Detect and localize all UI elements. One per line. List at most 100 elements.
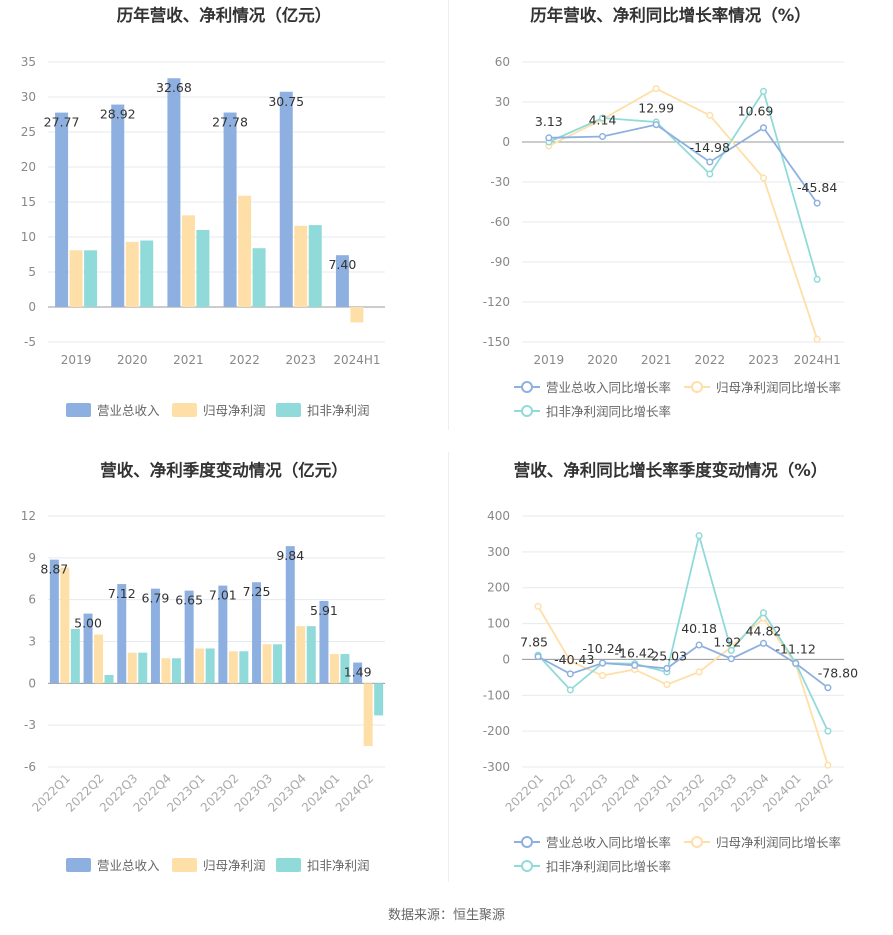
bar-revenue — [285, 546, 295, 684]
data-label: 8.87 — [40, 562, 68, 577]
legend-label: 营业总收入 — [97, 403, 160, 418]
annual-revenue-profit-chart: 历年营收、净利情况（亿元） -5 0 5 10 15 20 25 30 35 27.77 28.92… — [0, 0, 448, 440]
legend-marker — [521, 381, 533, 393]
bar-parent-profit — [296, 626, 306, 684]
data-point-parent-profit-growth — [652, 85, 660, 93]
bar-deducted-profit — [140, 240, 154, 307]
data-point-deducted-profit-growth — [706, 170, 714, 178]
x-tick-label: 2020 — [587, 353, 618, 367]
legend-marker — [521, 860, 533, 872]
legend-label: 归母净利润同比增长率 — [716, 835, 841, 850]
legend-swatch — [172, 403, 197, 417]
data-label: 5.00 — [74, 616, 102, 631]
data-point-deducted-profit-growth — [824, 727, 832, 735]
y-tick-label: 9 — [28, 551, 36, 565]
chart-title: 营收、净利季度变动情况（亿元） — [100, 461, 348, 480]
legend-label: 归母净利润同比增长率 — [716, 380, 841, 395]
data-label: 6.65 — [175, 593, 203, 608]
data-label: 44.82 — [746, 623, 782, 638]
x-tick-label: 2024H1 — [333, 353, 380, 367]
data-label: 3.13 — [535, 114, 563, 129]
data-point-revenue-growth — [759, 124, 768, 132]
x-tick-label: 2022 — [695, 353, 726, 367]
data-point-deducted-profit-growth — [759, 87, 768, 95]
bar-parent-profit — [161, 658, 171, 684]
data-point-revenue-growth — [792, 659, 800, 667]
series-line-deducted-profit-growth — [548, 89, 819, 280]
bar-deducted-profit — [252, 248, 266, 307]
bar-revenue — [184, 590, 194, 684]
bar-parent-profit — [94, 634, 104, 684]
data-label: 7.85 — [520, 635, 548, 650]
bar-parent-profit — [69, 250, 83, 307]
data-label: 6.79 — [142, 591, 170, 606]
bar-parent-profit — [363, 683, 373, 747]
y-tick-label: 400 — [487, 509, 510, 523]
data-label: -40.43 — [554, 652, 594, 667]
chart-title: 历年营收、净利情况（亿元） — [116, 6, 332, 25]
data-label: 40.18 — [681, 621, 717, 636]
y-tick-label: 30 — [21, 90, 36, 104]
bar-deducted-profit — [171, 658, 181, 684]
bar-parent-profit — [125, 241, 139, 307]
y-tick-label: -300 — [483, 760, 510, 774]
bar-deducted-profit — [138, 652, 148, 684]
x-tick-label: 2022 — [229, 353, 260, 367]
quarterly-revenue-profit-chart: 营收、净利季度变动情况（亿元） -6 -3 0 3 6 9 12 8.87 5.00 7.12 6.… — [0, 455, 448, 895]
data-point-revenue-growth — [824, 684, 832, 692]
data-point-revenue-growth — [663, 664, 671, 672]
y-tick-label: 200 — [487, 581, 510, 595]
legend-label: 营业总收入同比增长率 — [546, 380, 671, 395]
data-label: 5.91 — [310, 603, 338, 618]
y-tick-label: -100 — [483, 688, 510, 702]
bar-parent-profit — [228, 651, 238, 684]
data-label: 27.78 — [212, 115, 248, 130]
y-tick-label: -6 — [24, 760, 36, 774]
legend-marker — [691, 381, 703, 393]
legend-swatch — [276, 858, 301, 872]
data-point-parent-profit-growth — [663, 680, 671, 689]
bar-deducted-profit — [84, 250, 98, 307]
x-tick-label: 2020 — [117, 353, 148, 367]
data-label: 12.99 — [638, 101, 674, 116]
y-tick-label: -60 — [490, 215, 510, 229]
y-tick-label: -3 — [24, 718, 36, 732]
y-tick-label: -90 — [490, 255, 510, 269]
bar-revenue — [353, 662, 363, 684]
data-label: 30.75 — [268, 94, 304, 109]
legend-marker — [691, 836, 703, 848]
data-point-parent-profit-growth — [759, 174, 768, 182]
data-label: 4.14 — [589, 112, 617, 127]
legend-label: 扣非净利润同比增长率 — [546, 404, 671, 419]
y-tick-label: 25 — [21, 125, 36, 139]
data-point-deducted-profit-growth — [727, 646, 735, 655]
legend-swatch — [172, 858, 197, 872]
data-label: -16.42 — [615, 645, 655, 660]
data-point-deducted-profit-growth — [813, 275, 821, 283]
data-point-parent-profit-growth — [824, 761, 832, 769]
data-label: 28.92 — [100, 107, 136, 122]
legend-label: 扣非净利润 — [307, 403, 370, 418]
bar-revenue — [55, 112, 69, 307]
data-label: 1.49 — [344, 665, 372, 680]
data-label: 32.68 — [156, 80, 192, 95]
y-tick-label: 35 — [21, 55, 36, 69]
data-label: -10.24 — [582, 641, 622, 656]
y-tick-label: 300 — [487, 545, 510, 559]
bar-revenue — [111, 104, 125, 307]
legend-label: 扣非净利润 — [307, 858, 370, 873]
panel-divider — [448, 452, 449, 882]
data-label: 7.12 — [108, 586, 136, 601]
legend-marker — [521, 836, 533, 848]
y-tick-label: 3 — [28, 635, 36, 649]
y-tick-label: 5 — [28, 265, 36, 279]
data-label: 7.40 — [328, 257, 356, 272]
bar-revenue — [252, 582, 262, 684]
bar-deducted-profit — [273, 644, 283, 684]
legend-swatch — [66, 403, 91, 417]
data-label: 7.01 — [209, 588, 237, 603]
y-tick-label: 12 — [21, 509, 36, 523]
data-point-parent-profit-growth — [695, 668, 703, 676]
y-tick-label: 10 — [21, 230, 36, 244]
bar-deducted-profit — [374, 683, 384, 716]
